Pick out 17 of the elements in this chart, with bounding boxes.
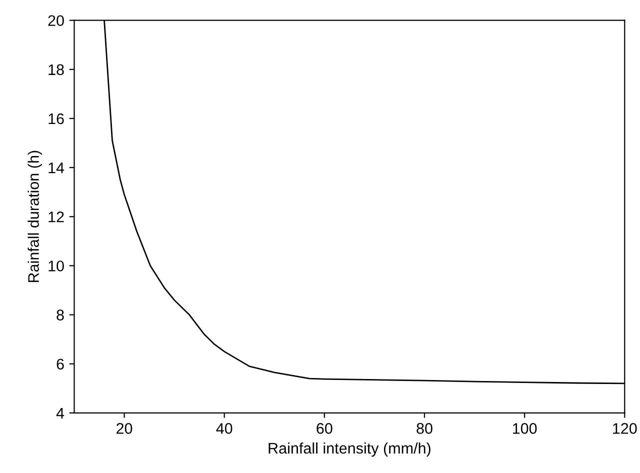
x-tick-label: 100 — [512, 423, 537, 434]
y-tick-label: 8 — [56, 310, 64, 320]
x-tick-label: 20 — [116, 423, 132, 434]
x-axis-title: Rainfall intensity (mm/h) — [268, 442, 430, 457]
y-tick-label: 14 — [48, 162, 64, 174]
y-tick-label: 12 — [48, 212, 64, 222]
y-tick-label: 10 — [48, 260, 64, 272]
x-tick-label: 80 — [416, 423, 432, 434]
y-axis-title: Rainfall duration (h) — [28, 150, 42, 282]
y-tick-label: 6 — [56, 358, 64, 370]
x-tick-label: 40 — [216, 423, 232, 434]
x-tick-label: 60 — [316, 423, 332, 434]
y-tick-label: 16 — [48, 113, 64, 124]
y-tick-label: 20 — [48, 15, 64, 26]
y-tick-label: 4 — [56, 408, 64, 418]
x-tick-label: 120 — [613, 423, 637, 434]
y-tick-label: 18 — [48, 64, 64, 76]
